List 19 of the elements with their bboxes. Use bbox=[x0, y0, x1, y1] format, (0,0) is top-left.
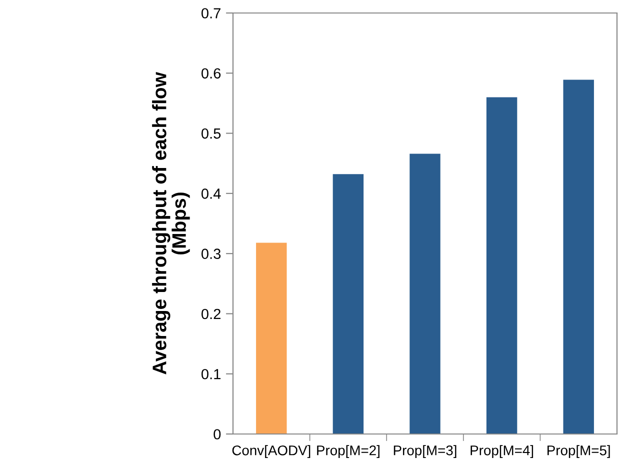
y-tick-label: 0.4 bbox=[201, 188, 221, 199]
x-tick-label: Conv[AODV] bbox=[232, 445, 310, 458]
y-axis-title: Average throughput of each flow (Mbps) bbox=[152, 72, 190, 374]
x-tick-label: Prop[M=3] bbox=[394, 445, 456, 458]
y-tick-label: 0.7 bbox=[201, 8, 220, 18]
x-tick-label: Prop[M=4] bbox=[470, 445, 534, 458]
bar bbox=[332, 174, 364, 434]
y-tick-label: 0.3 bbox=[201, 248, 221, 259]
bar bbox=[256, 242, 287, 434]
y-tick-label: 0.5 bbox=[201, 128, 221, 139]
y-tick-label: 0.2 bbox=[201, 308, 220, 320]
y-tick-label: 0.6 bbox=[201, 68, 221, 79]
x-tick-label: Prop[M=2] bbox=[317, 445, 380, 458]
bar bbox=[563, 80, 594, 434]
x-tick-label: Prop[M=5] bbox=[548, 445, 610, 458]
bar bbox=[486, 97, 518, 434]
y-tick-label: 0 bbox=[214, 429, 221, 440]
bar bbox=[410, 154, 440, 434]
y-tick-label: 0.1 bbox=[201, 368, 220, 380]
